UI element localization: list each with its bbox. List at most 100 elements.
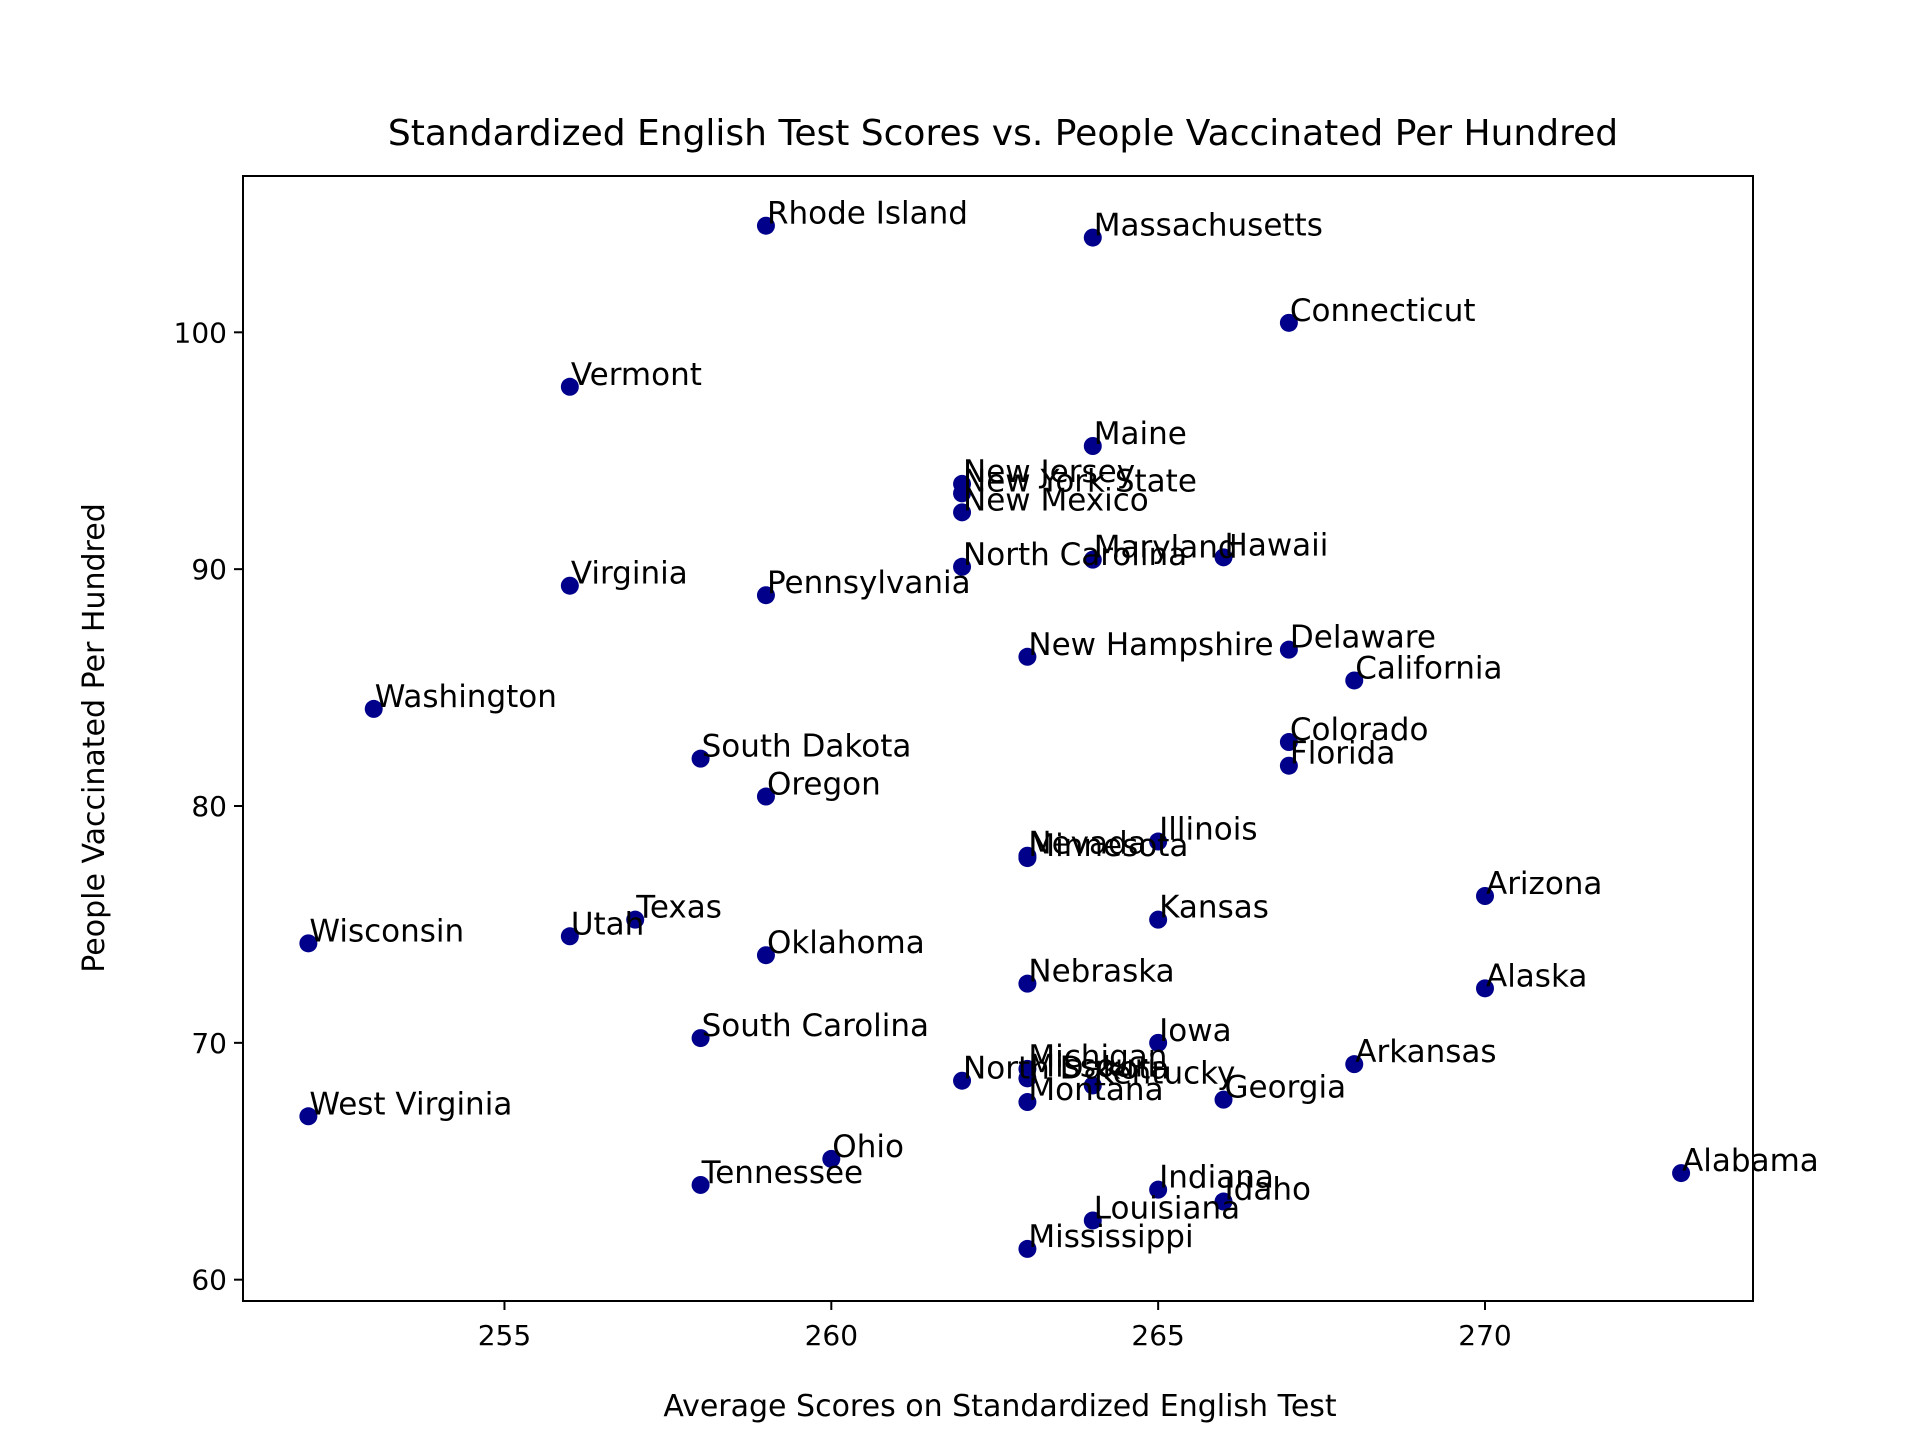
scatter-point: [822, 1149, 841, 1168]
point-label: Connecticut: [1290, 293, 1476, 329]
point-label: Arizona: [1486, 866, 1602, 902]
point-label: Florida: [1290, 736, 1395, 772]
point-label: Texas: [635, 890, 722, 926]
scatter-point: [1279, 733, 1298, 752]
point-label: Illinois: [1159, 812, 1257, 848]
point-label: Georgia: [1225, 1070, 1347, 1106]
scatter-point: [953, 1071, 972, 1090]
scatter-point: [299, 934, 318, 953]
point-label: Missouri: [1028, 1048, 1156, 1084]
scatter-point: [1279, 756, 1298, 775]
scatter-point: [1018, 974, 1037, 993]
scatter-point: [756, 946, 775, 965]
point-label: Kentucky: [1094, 1055, 1236, 1091]
point-label: Nevada: [1028, 826, 1146, 862]
point-label: Mississippi: [1028, 1219, 1193, 1255]
scatter-point: [756, 787, 775, 806]
point-label: Rhode Island: [767, 196, 968, 232]
scatter-point: [953, 503, 972, 522]
point-label: North Carolina: [963, 537, 1187, 573]
point-label: Colorado: [1290, 712, 1429, 748]
scatter-point: [953, 557, 972, 576]
point-label: California: [1355, 650, 1502, 686]
scatter-point: [1149, 1180, 1168, 1199]
scatter-point: [1083, 1211, 1102, 1230]
point-label: Ohio: [832, 1129, 904, 1165]
scatter-point: [1672, 1164, 1691, 1183]
y-axis-ticks: 60 70 80 90 100: [174, 316, 243, 1297]
point-label: Minnesota: [1028, 828, 1188, 864]
point-label: New Jersey: [963, 454, 1135, 490]
point-label: Idaho: [1225, 1172, 1311, 1208]
x-axis-label: Average Scores on Standardized English T…: [663, 1389, 1337, 1424]
point-label: Nebraska: [1028, 954, 1174, 990]
y-tick-label: 70: [191, 1027, 227, 1060]
point-label: New Hampshire: [1028, 627, 1273, 663]
scatter-point: [1214, 548, 1233, 567]
point-label: Indiana: [1159, 1160, 1274, 1196]
scatter-point: [756, 586, 775, 605]
point-label: Maryland: [1094, 530, 1238, 566]
point-label: Maine: [1094, 416, 1187, 452]
point-label: Alaska: [1486, 958, 1587, 994]
scatter-point: [1475, 887, 1494, 905]
y-axis-label: People Vaccinated Per Hundred: [77, 503, 112, 972]
scatter-point: [1345, 1055, 1364, 1074]
point-label: Virginia: [571, 556, 688, 592]
point-label: Pennsylvania: [767, 565, 971, 601]
point-label: Oklahoma: [767, 925, 925, 961]
x-tick-label: 260: [805, 1319, 858, 1352]
y-tick-label: 80: [191, 790, 227, 823]
scatter-point: [1083, 550, 1102, 569]
chart-title: Standardized English Test Scores vs. Peo…: [388, 113, 1618, 154]
point-label: West Virginia: [309, 1086, 512, 1122]
point-label: Michigan: [1028, 1039, 1167, 1075]
scatter-point: [1083, 228, 1102, 247]
scatter-point: [1018, 647, 1037, 666]
x-tick-label: 270: [1458, 1319, 1511, 1352]
point-label: Oregon: [767, 767, 881, 803]
scatter-point: [560, 576, 579, 595]
data-point-labels: Rhode Island Massachusetts Connecticut Verm…: [309, 196, 1818, 1255]
point-label: Washington: [375, 679, 557, 715]
scatter-point: [1149, 1033, 1168, 1052]
scatter-point: [299, 1107, 318, 1126]
point-label: Delaware: [1290, 620, 1436, 656]
point-label: New Mexico: [963, 482, 1149, 518]
scatter-point: [1475, 979, 1494, 998]
scatter-point: [1018, 1069, 1037, 1088]
scatter-point: [1018, 1093, 1037, 1112]
point-label: Tennessee: [701, 1155, 864, 1191]
scatter-point: [691, 1175, 710, 1194]
point-label: Kansas: [1159, 890, 1269, 926]
plot-frame: [242, 175, 1754, 1302]
point-label: Vermont: [571, 357, 702, 393]
point-label: South Carolina: [702, 1008, 930, 1044]
scatter-point: [691, 1029, 710, 1048]
scatter-point: [1214, 1192, 1233, 1211]
scatter-point: [560, 927, 579, 946]
scatter-point: [1149, 910, 1168, 929]
y-tick-label: 60: [191, 1264, 227, 1297]
scatter-point: [1279, 313, 1298, 332]
point-label: Montana: [1028, 1072, 1163, 1108]
scatter-point: [691, 749, 710, 768]
scatter-point: [1018, 1239, 1037, 1258]
scatter-point: [756, 216, 775, 235]
scatter-point: [1214, 1090, 1233, 1109]
point-label: Utah: [571, 906, 645, 942]
scatter-point: [1018, 849, 1037, 868]
scatter-point: [1083, 1076, 1102, 1095]
point-label: Hawaii: [1225, 527, 1329, 563]
scatter-point: [1149, 832, 1168, 851]
point-label: Louisiana: [1094, 1190, 1240, 1226]
y-tick-label: 100: [174, 316, 227, 349]
scatter-point: [1279, 640, 1298, 659]
point-label: Alabama: [1682, 1143, 1819, 1179]
point-label: Wisconsin: [309, 913, 464, 949]
point-label: Iowa: [1159, 1013, 1231, 1049]
scatter-point: [1345, 671, 1364, 690]
data-points: [299, 216, 1691, 1258]
